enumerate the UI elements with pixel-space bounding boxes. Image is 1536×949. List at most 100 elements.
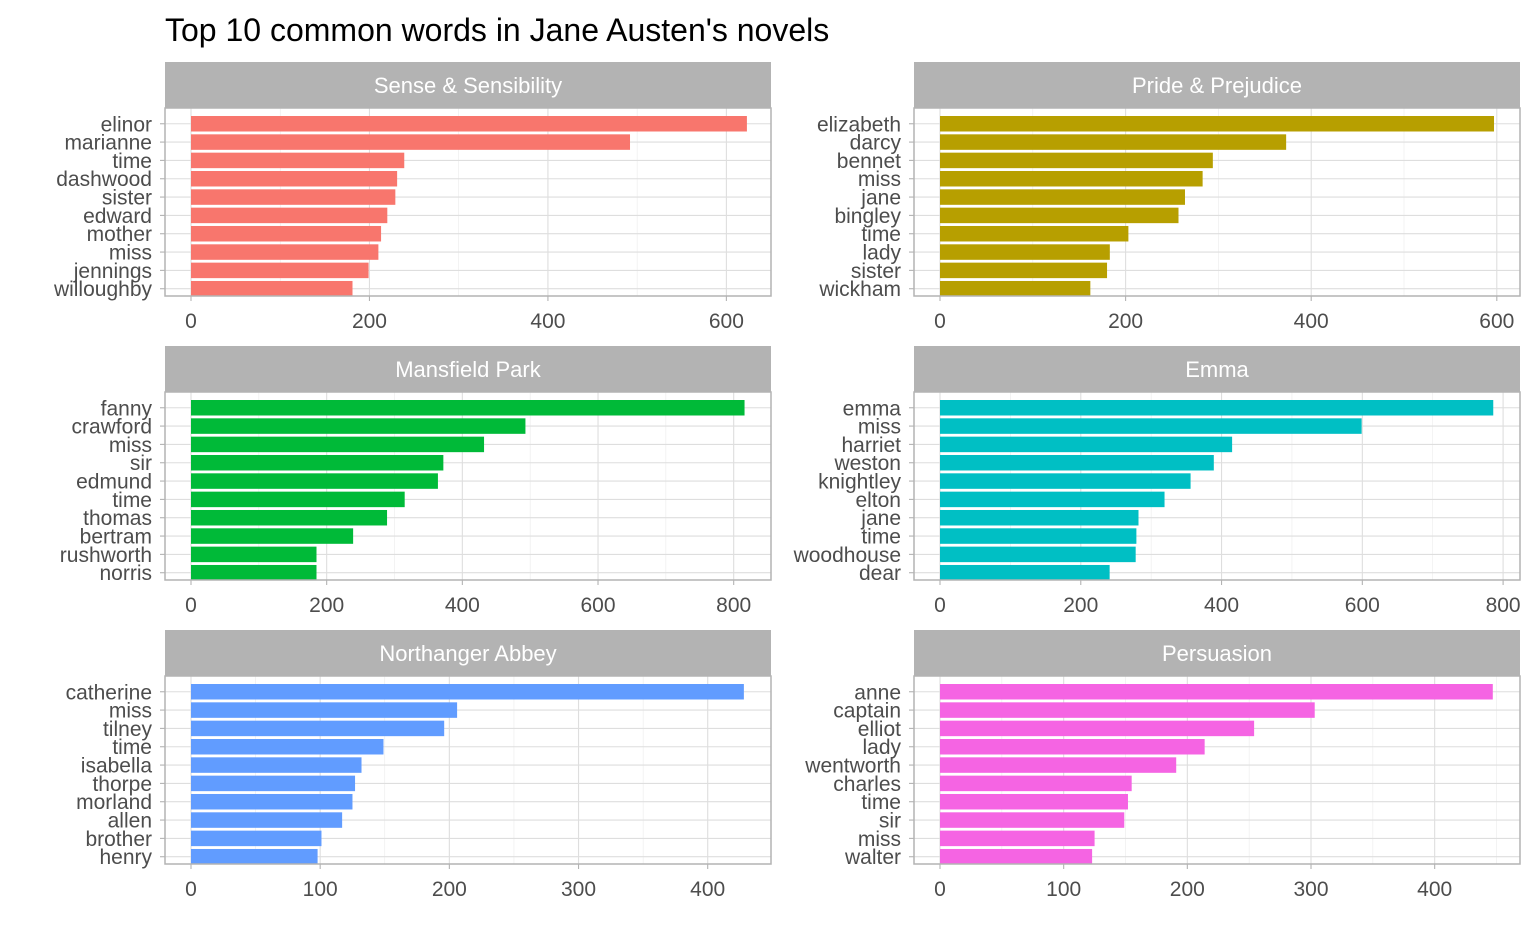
y-tick-label-persuasion-anne: anne	[854, 681, 901, 704]
y-tick-label-emma-weston: weston	[833, 452, 901, 475]
bar-persuasion-elliot	[940, 720, 1255, 737]
x-tick-label-persuasion-0: 0	[934, 878, 946, 901]
strip-label-northanger-abbey: Northanger Abbey	[379, 641, 556, 666]
strip-label-pride-and-prejudice: Pride & Prejudice	[1132, 73, 1302, 98]
bar-sense-and-sensibility-edward	[191, 207, 388, 224]
bar-northanger-abbey-allen	[191, 812, 343, 828]
y-tick-label-mansfield-park-sir: sir	[130, 452, 152, 475]
bar-emma-woodhouse	[940, 546, 1136, 563]
x-tick-label-emma-600: 600	[1345, 594, 1380, 617]
y-tick-label-mansfield-park-bertram: bertram	[80, 526, 152, 549]
y-tick-label-sense-and-sensibility-miss: miss	[109, 242, 152, 265]
x-tick-label-persuasion-100: 100	[1046, 878, 1081, 901]
y-tick-label-northanger-abbey-allen: allen	[108, 810, 152, 833]
x-tick-label-northanger-abbey-400: 400	[690, 878, 725, 901]
bar-persuasion-lady	[940, 738, 1205, 755]
x-tick-label-northanger-abbey-0: 0	[185, 878, 197, 901]
strip-persuasion	[914, 630, 1520, 676]
y-tick-label-sense-and-sensibility-dashwood: dashwood	[56, 168, 152, 191]
bar-pride-and-prejudice-wickham	[940, 280, 1091, 297]
y-tick-label-persuasion-time: time	[861, 791, 901, 814]
y-tick-label-sense-and-sensibility-time: time	[112, 150, 152, 173]
y-tick-label-sense-and-sensibility-willoughby: willoughby	[53, 278, 153, 301]
y-tick-label-northanger-abbey-time: time	[112, 736, 152, 759]
y-tick-label-emma-miss: miss	[858, 416, 901, 439]
x-tick-label-pride-and-prejudice-400: 400	[1294, 310, 1329, 333]
bar-pride-and-prejudice-miss	[940, 170, 1203, 187]
bar-persuasion-captain	[940, 702, 1315, 718]
x-tick-label-persuasion-200: 200	[1170, 878, 1205, 901]
bar-pride-and-prejudice-darcy	[940, 134, 1287, 150]
bar-persuasion-sir	[940, 812, 1125, 828]
strip-label-sense-and-sensibility: Sense & Sensibility	[374, 73, 562, 98]
y-tick-label-pride-and-prejudice-jane: jane	[860, 187, 901, 210]
y-tick-label-persuasion-captain: captain	[833, 700, 901, 723]
panel-pride-and-prejudice: Pride & Prejudice elizabethdarcybennetmis…	[817, 62, 1521, 333]
y-tick-label-pride-and-prejudice-bennet: bennet	[837, 150, 901, 173]
bar-emma-harriet	[940, 436, 1233, 453]
bar-mansfield-park-bertram	[191, 528, 354, 544]
bar-mansfield-park-thomas	[191, 509, 388, 526]
y-tick-label-sense-and-sensibility-sister: sister	[102, 187, 152, 210]
bar-mansfield-park-crawford	[191, 418, 526, 434]
bar-northanger-abbey-thorpe	[191, 775, 356, 792]
bar-emma-jane	[940, 509, 1139, 526]
y-tick-label-mansfield-park-thomas: thomas	[83, 507, 152, 530]
x-tick-label-sense-and-sensibility-400: 400	[530, 310, 565, 333]
y-tick-label-emma-dear: dear	[859, 562, 901, 585]
panel-persuasion: Persuasion annecaptainelliotladywentworth…	[804, 630, 1521, 901]
strip-label-mansfield-park: Mansfield Park	[395, 357, 542, 382]
x-tick-label-emma-800: 800	[1486, 594, 1521, 617]
chart-title: Top 10 common words in Jane Austen's nov…	[165, 12, 829, 48]
x-tick-label-mansfield-park-0: 0	[185, 594, 197, 617]
strip-emma	[914, 346, 1520, 392]
y-tick-label-northanger-abbey-tilney: tilney	[103, 718, 153, 741]
y-tick-label-sense-and-sensibility-elinor: elinor	[101, 113, 152, 136]
y-tick-label-mansfield-park-fanny: fanny	[101, 397, 153, 420]
strip-mansfield-park	[165, 346, 771, 392]
y-tick-label-emma-elton: elton	[855, 489, 901, 512]
bar-pride-and-prejudice-time	[940, 225, 1129, 242]
panel-border-northanger-abbey	[164, 675, 772, 865]
y-tick-label-mansfield-park-miss: miss	[109, 434, 152, 457]
y-tick-label-mansfield-park-norris: norris	[99, 562, 152, 585]
y-tick-label-emma-emma: emma	[843, 397, 902, 420]
bar-sense-and-sensibility-sister	[191, 189, 396, 205]
panel-emma: Emma emmamissharrietwestonknightleyeltonj…	[793, 346, 1521, 617]
y-tick-label-sense-and-sensibility-edward: edward	[83, 205, 152, 228]
bar-persuasion-walter	[940, 848, 1093, 865]
x-tick-label-mansfield-park-200: 200	[309, 594, 344, 617]
bar-pride-and-prejudice-sister	[940, 262, 1108, 279]
bar-sense-and-sensibility-jennings	[191, 262, 369, 279]
strip-northanger-abbey	[165, 630, 771, 676]
bar-northanger-abbey-henry	[191, 848, 318, 865]
x-tick-label-sense-and-sensibility-200: 200	[352, 310, 387, 333]
bar-northanger-abbey-isabella	[191, 757, 362, 773]
bar-mansfield-park-time	[191, 491, 405, 508]
bar-northanger-abbey-catherine	[191, 684, 744, 700]
panel-border-mansfield-park	[164, 391, 772, 581]
y-tick-label-pride-and-prejudice-elizabeth: elizabeth	[817, 113, 901, 136]
bar-emma-knightley	[940, 473, 1191, 489]
y-tick-label-pride-and-prejudice-wickham: wickham	[818, 278, 901, 301]
bar-sense-and-sensibility-dashwood	[191, 170, 398, 187]
panel-mansfield-park: Mansfield Park fannycrawfordmisssiredmund…	[60, 346, 772, 617]
strip-label-persuasion: Persuasion	[1162, 641, 1272, 666]
y-tick-label-persuasion-sir: sir	[879, 810, 901, 833]
x-tick-label-persuasion-300: 300	[1293, 878, 1328, 901]
panel-border-persuasion	[913, 675, 1521, 865]
bar-pride-and-prejudice-lady	[940, 244, 1110, 260]
x-tick-label-sense-and-sensibility-600: 600	[709, 310, 744, 333]
bar-sense-and-sensibility-elinor	[191, 116, 747, 132]
y-tick-label-sense-and-sensibility-jennings: jennings	[73, 260, 152, 283]
y-tick-label-emma-knightley: knightley	[818, 471, 901, 494]
y-tick-label-mansfield-park-crawford: crawford	[71, 416, 152, 439]
bar-pride-and-prejudice-bingley	[940, 207, 1179, 224]
y-tick-label-emma-jane: jane	[860, 507, 901, 530]
y-tick-label-persuasion-walter: walter	[844, 846, 901, 869]
panel-border-pride-and-prejudice	[913, 107, 1521, 297]
x-tick-label-mansfield-park-800: 800	[716, 594, 751, 617]
bar-sense-and-sensibility-time	[191, 152, 405, 169]
y-tick-label-northanger-abbey-miss: miss	[109, 700, 152, 723]
